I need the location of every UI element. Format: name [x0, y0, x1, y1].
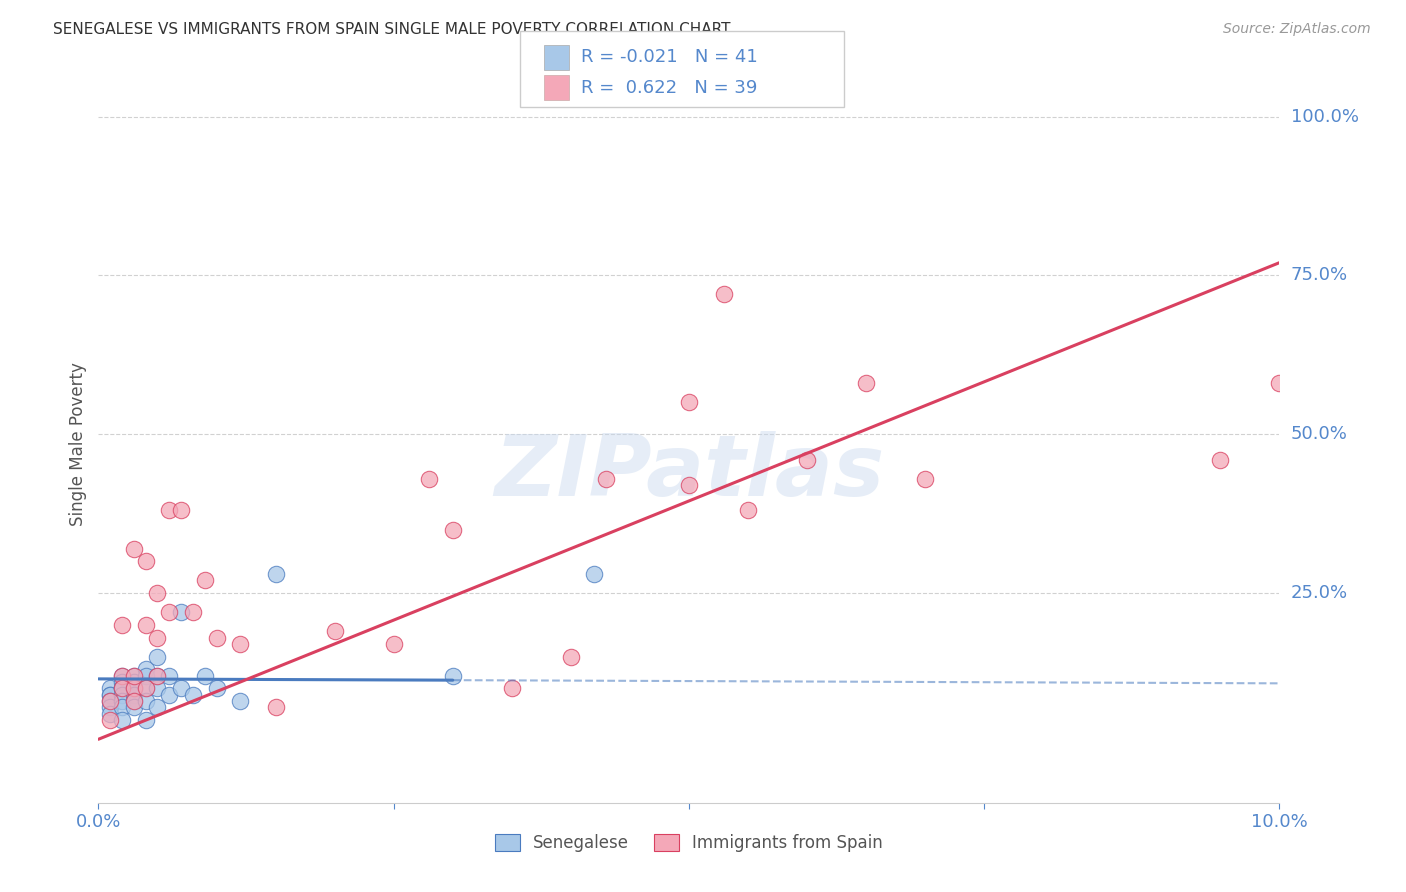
Text: ZIPatlas: ZIPatlas	[494, 431, 884, 514]
Point	[323, 624, 346, 639]
Point	[111, 618, 134, 632]
Point	[560, 649, 582, 664]
Point	[135, 618, 157, 632]
Text: R = -0.021   N = 41: R = -0.021 N = 41	[581, 48, 758, 66]
Point	[157, 688, 180, 702]
Text: 75.0%: 75.0%	[1291, 267, 1348, 285]
Legend: Senegalese, Immigrants from Spain: Senegalese, Immigrants from Spain	[488, 828, 890, 859]
Point	[122, 675, 145, 690]
Point	[441, 669, 464, 683]
Point	[122, 681, 145, 696]
Point	[111, 675, 134, 690]
Point	[98, 681, 121, 696]
Text: 50.0%: 50.0%	[1291, 425, 1347, 443]
Point	[98, 694, 121, 708]
Point	[146, 649, 169, 664]
Point	[111, 681, 134, 696]
Point	[796, 452, 818, 467]
Point	[111, 700, 134, 714]
Point	[98, 688, 121, 702]
Point	[111, 681, 134, 696]
Point	[122, 688, 145, 702]
Point	[264, 567, 287, 582]
Point	[678, 478, 700, 492]
Y-axis label: Single Male Poverty: Single Male Poverty	[69, 362, 87, 525]
Point	[194, 669, 217, 683]
Point	[146, 669, 169, 683]
Point	[111, 669, 134, 683]
Point	[170, 681, 193, 696]
Point	[111, 688, 134, 702]
Point	[98, 700, 121, 714]
Point	[1209, 452, 1232, 467]
Point	[678, 395, 700, 409]
Point	[205, 681, 228, 696]
Point	[135, 669, 157, 683]
Point	[122, 694, 145, 708]
Point	[229, 694, 252, 708]
Point	[135, 713, 157, 727]
Point	[146, 586, 169, 600]
Point	[122, 700, 145, 714]
Point	[157, 605, 180, 619]
Point	[855, 376, 877, 391]
Point	[135, 554, 157, 568]
Point	[264, 700, 287, 714]
Point	[595, 472, 617, 486]
Point	[181, 688, 204, 702]
Point	[111, 681, 134, 696]
Point	[418, 472, 440, 486]
Point	[146, 631, 169, 645]
Point	[914, 472, 936, 486]
Point	[382, 637, 405, 651]
Point	[583, 567, 606, 582]
Point	[441, 523, 464, 537]
Point	[111, 669, 134, 683]
Point	[194, 574, 217, 588]
Text: Source: ZipAtlas.com: Source: ZipAtlas.com	[1223, 22, 1371, 37]
Text: R =  0.622   N = 39: R = 0.622 N = 39	[581, 78, 756, 97]
Point	[205, 631, 228, 645]
Point	[98, 688, 121, 702]
Point	[135, 694, 157, 708]
Point	[501, 681, 523, 696]
Point	[170, 605, 193, 619]
Point	[135, 662, 157, 676]
Point	[737, 503, 759, 517]
Point	[122, 681, 145, 696]
Point	[111, 694, 134, 708]
Text: 100.0%: 100.0%	[1291, 108, 1358, 126]
Point	[111, 713, 134, 727]
Point	[157, 503, 180, 517]
Point	[713, 287, 735, 301]
Point	[146, 681, 169, 696]
Point	[122, 669, 145, 683]
Text: 25.0%: 25.0%	[1291, 584, 1348, 602]
Point	[135, 681, 157, 696]
Point	[229, 637, 252, 651]
Point	[122, 681, 145, 696]
Point	[170, 503, 193, 517]
Text: SENEGALESE VS IMMIGRANTS FROM SPAIN SINGLE MALE POVERTY CORRELATION CHART: SENEGALESE VS IMMIGRANTS FROM SPAIN SING…	[53, 22, 731, 37]
Point	[1268, 376, 1291, 391]
Point	[146, 700, 169, 714]
Point	[122, 541, 145, 556]
Point	[157, 669, 180, 683]
Point	[98, 706, 121, 721]
Point	[98, 713, 121, 727]
Point	[135, 681, 157, 696]
Point	[122, 694, 145, 708]
Point	[181, 605, 204, 619]
Point	[122, 669, 145, 683]
Point	[98, 694, 121, 708]
Point	[146, 669, 169, 683]
